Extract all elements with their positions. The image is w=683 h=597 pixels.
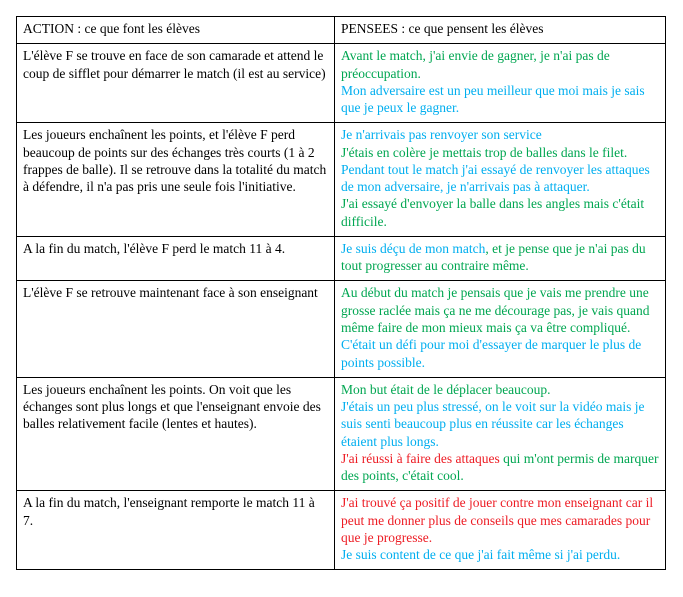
text-segment: Je suis content de ce que j'ai fait même… — [341, 547, 620, 562]
table-header-row: ACTION : ce que font les élèves PENSEES … — [17, 17, 666, 44]
text-segment: A la fin du match, l'enseignant remporte… — [23, 495, 315, 527]
text-segment: L'élève F se trouve en face de son camar… — [23, 48, 326, 80]
text-segment: J'étais un peu plus stressé, on le voit … — [341, 399, 645, 449]
text-segment: Avant le match, j'ai envie de gagner, je… — [341, 48, 610, 80]
table-row: Les joueurs enchaînent les points, et l'… — [17, 123, 666, 237]
action-cell: L'élève F se retrouve maintenant face à … — [17, 281, 335, 377]
pensees-cell: Je suis déçu de mon match, et je pense q… — [335, 236, 666, 281]
table-row: L'élève F se trouve en face de son camar… — [17, 44, 666, 123]
text-segment: J'ai trouvé ça positif de jouer contre m… — [341, 495, 653, 545]
action-cell: A la fin du match, l'élève F perd le mat… — [17, 236, 335, 281]
table-row: A la fin du match, l'enseignant remporte… — [17, 491, 666, 570]
text-segment: Mon but était de le déplacer beaucoup. — [341, 382, 551, 397]
text-segment: L'élève F se retrouve maintenant face à … — [23, 285, 318, 300]
text-segment: Pendant tout le match j'ai essayé de ren… — [341, 162, 650, 194]
text-segment: Mon adversaire est un peu meilleur que m… — [341, 83, 645, 115]
pensees-cell: J'ai trouvé ça positif de jouer contre m… — [335, 491, 666, 570]
action-cell: A la fin du match, l'enseignant remporte… — [17, 491, 335, 570]
pensees-cell: Avant le match, j'ai envie de gagner, je… — [335, 44, 666, 123]
text-segment: Je suis déçu de mon match — [341, 241, 485, 256]
text-segment: Je n'arrivais pas renvoyer son service — [341, 127, 542, 142]
text-segment: Au début du match je pensais que je vais… — [341, 285, 650, 335]
text-segment: Les joueurs enchaînent les points, et l'… — [23, 127, 326, 194]
text-segment: A la fin du match, l'élève F perd le mat… — [23, 241, 285, 256]
pensees-cell: Je n'arrivais pas renvoyer son service J'… — [335, 123, 666, 237]
text-segment: J'étais en colère je mettais trop de bal… — [341, 145, 627, 160]
text-segment: J'ai essayé d'envoyer la balle dans les … — [341, 196, 644, 228]
action-cell: Les joueurs enchaînent les points, et l'… — [17, 123, 335, 237]
action-cell: L'élève F se trouve en face de son camar… — [17, 44, 335, 123]
pensees-cell: Au début du match je pensais que je vais… — [335, 281, 666, 377]
action-pensees-table: ACTION : ce que font les élèves PENSEES … — [16, 16, 666, 570]
text-segment: J'ai réussi à faire des attaques — [341, 451, 500, 466]
table-row: Les joueurs enchaînent les points. On vo… — [17, 377, 666, 491]
header-pensees: PENSEES : ce que pensent les élèves — [335, 17, 666, 44]
header-action: ACTION : ce que font les élèves — [17, 17, 335, 44]
action-cell: Les joueurs enchaînent les points. On vo… — [17, 377, 335, 491]
table-row: A la fin du match, l'élève F perd le mat… — [17, 236, 666, 281]
table-row: L'élève F se retrouve maintenant face à … — [17, 281, 666, 377]
pensees-cell: Mon but était de le déplacer beaucoup. J'… — [335, 377, 666, 491]
text-segment: C'était un défi pour moi d'essayer de ma… — [341, 337, 641, 369]
text-segment: Les joueurs enchaînent les points. On vo… — [23, 382, 321, 432]
